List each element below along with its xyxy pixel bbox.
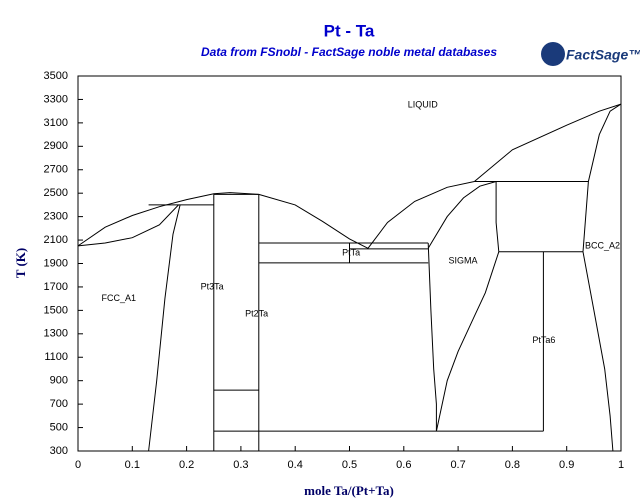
x-tick-label: 0 <box>75 459 81 471</box>
y-tick-label: 700 <box>50 398 68 410</box>
y-tick-label: 2900 <box>44 140 68 152</box>
y-tick-label: 1100 <box>44 351 68 363</box>
y-tick-label: 300 <box>50 445 68 457</box>
x-tick-label: 0.7 <box>450 459 465 471</box>
phase-label: FCC_A1 <box>101 293 136 303</box>
chart-subtitle: Data from FSnobl - FactSage noble metal … <box>201 45 497 59</box>
x-tick-label: 0.5 <box>342 459 357 471</box>
phase-label: Pt3Ta <box>201 281 224 291</box>
phase-boundary <box>427 181 497 249</box>
x-axis-label: mole Ta/(Pt+Ta) <box>304 483 394 498</box>
phase-label: LIQUID <box>408 100 439 110</box>
phase-boundary <box>77 192 259 247</box>
y-tick-label: 1900 <box>44 257 68 269</box>
y-tick-label: 1300 <box>44 328 68 340</box>
x-tick-label: 0.9 <box>559 459 574 471</box>
phase-boundary <box>495 181 500 252</box>
y-tick-label: 900 <box>50 375 68 387</box>
phase-label: BCC_A2 <box>585 240 620 250</box>
x-tick-label: 0.6 <box>396 459 411 471</box>
phase-boundary <box>427 242 437 432</box>
phase-boundary <box>77 204 179 247</box>
x-tick-label: 0.2 <box>179 459 194 471</box>
y-axis-label: T (K) <box>13 248 28 278</box>
chart-title: Pt - Ta <box>324 21 375 40</box>
phase-boundary <box>474 103 622 182</box>
y-tick-label: 500 <box>50 421 68 433</box>
phase-label: Pt2Ta <box>245 308 268 318</box>
phase-label: PtTa <box>342 247 360 257</box>
phase-label: SIGMA <box>448 256 477 266</box>
x-tick-label: 0.4 <box>288 459 303 471</box>
phase-boundary <box>367 181 475 249</box>
logo: FactSage™ <box>541 42 640 66</box>
y-tick-label: 2500 <box>44 187 68 199</box>
logo-icon <box>541 42 565 66</box>
y-tick-label: 3300 <box>44 93 68 105</box>
y-tick-label: 1500 <box>44 304 68 316</box>
y-tick-label: 3500 <box>44 70 68 82</box>
x-tick-label: 0.8 <box>505 459 520 471</box>
phase-boundary <box>582 103 622 252</box>
x-tick-label: 0.1 <box>125 459 140 471</box>
phase-boundary <box>435 251 500 432</box>
logo-text: FactSage™ <box>566 47 640 63</box>
y-tick-label: 3100 <box>44 117 68 129</box>
y-tick-label: 1700 <box>44 281 68 293</box>
phase-boundary <box>258 193 369 249</box>
y-tick-label: 2700 <box>44 164 68 176</box>
phase-boundary <box>148 204 181 452</box>
phase-boundary <box>582 251 614 452</box>
x-tick-label: 0.3 <box>233 459 248 471</box>
y-tick-label: 2300 <box>44 211 68 223</box>
x-tick-label: 1 <box>618 459 624 471</box>
y-tick-label: 2100 <box>44 234 68 246</box>
phase-label: PtTa6 <box>532 335 555 345</box>
